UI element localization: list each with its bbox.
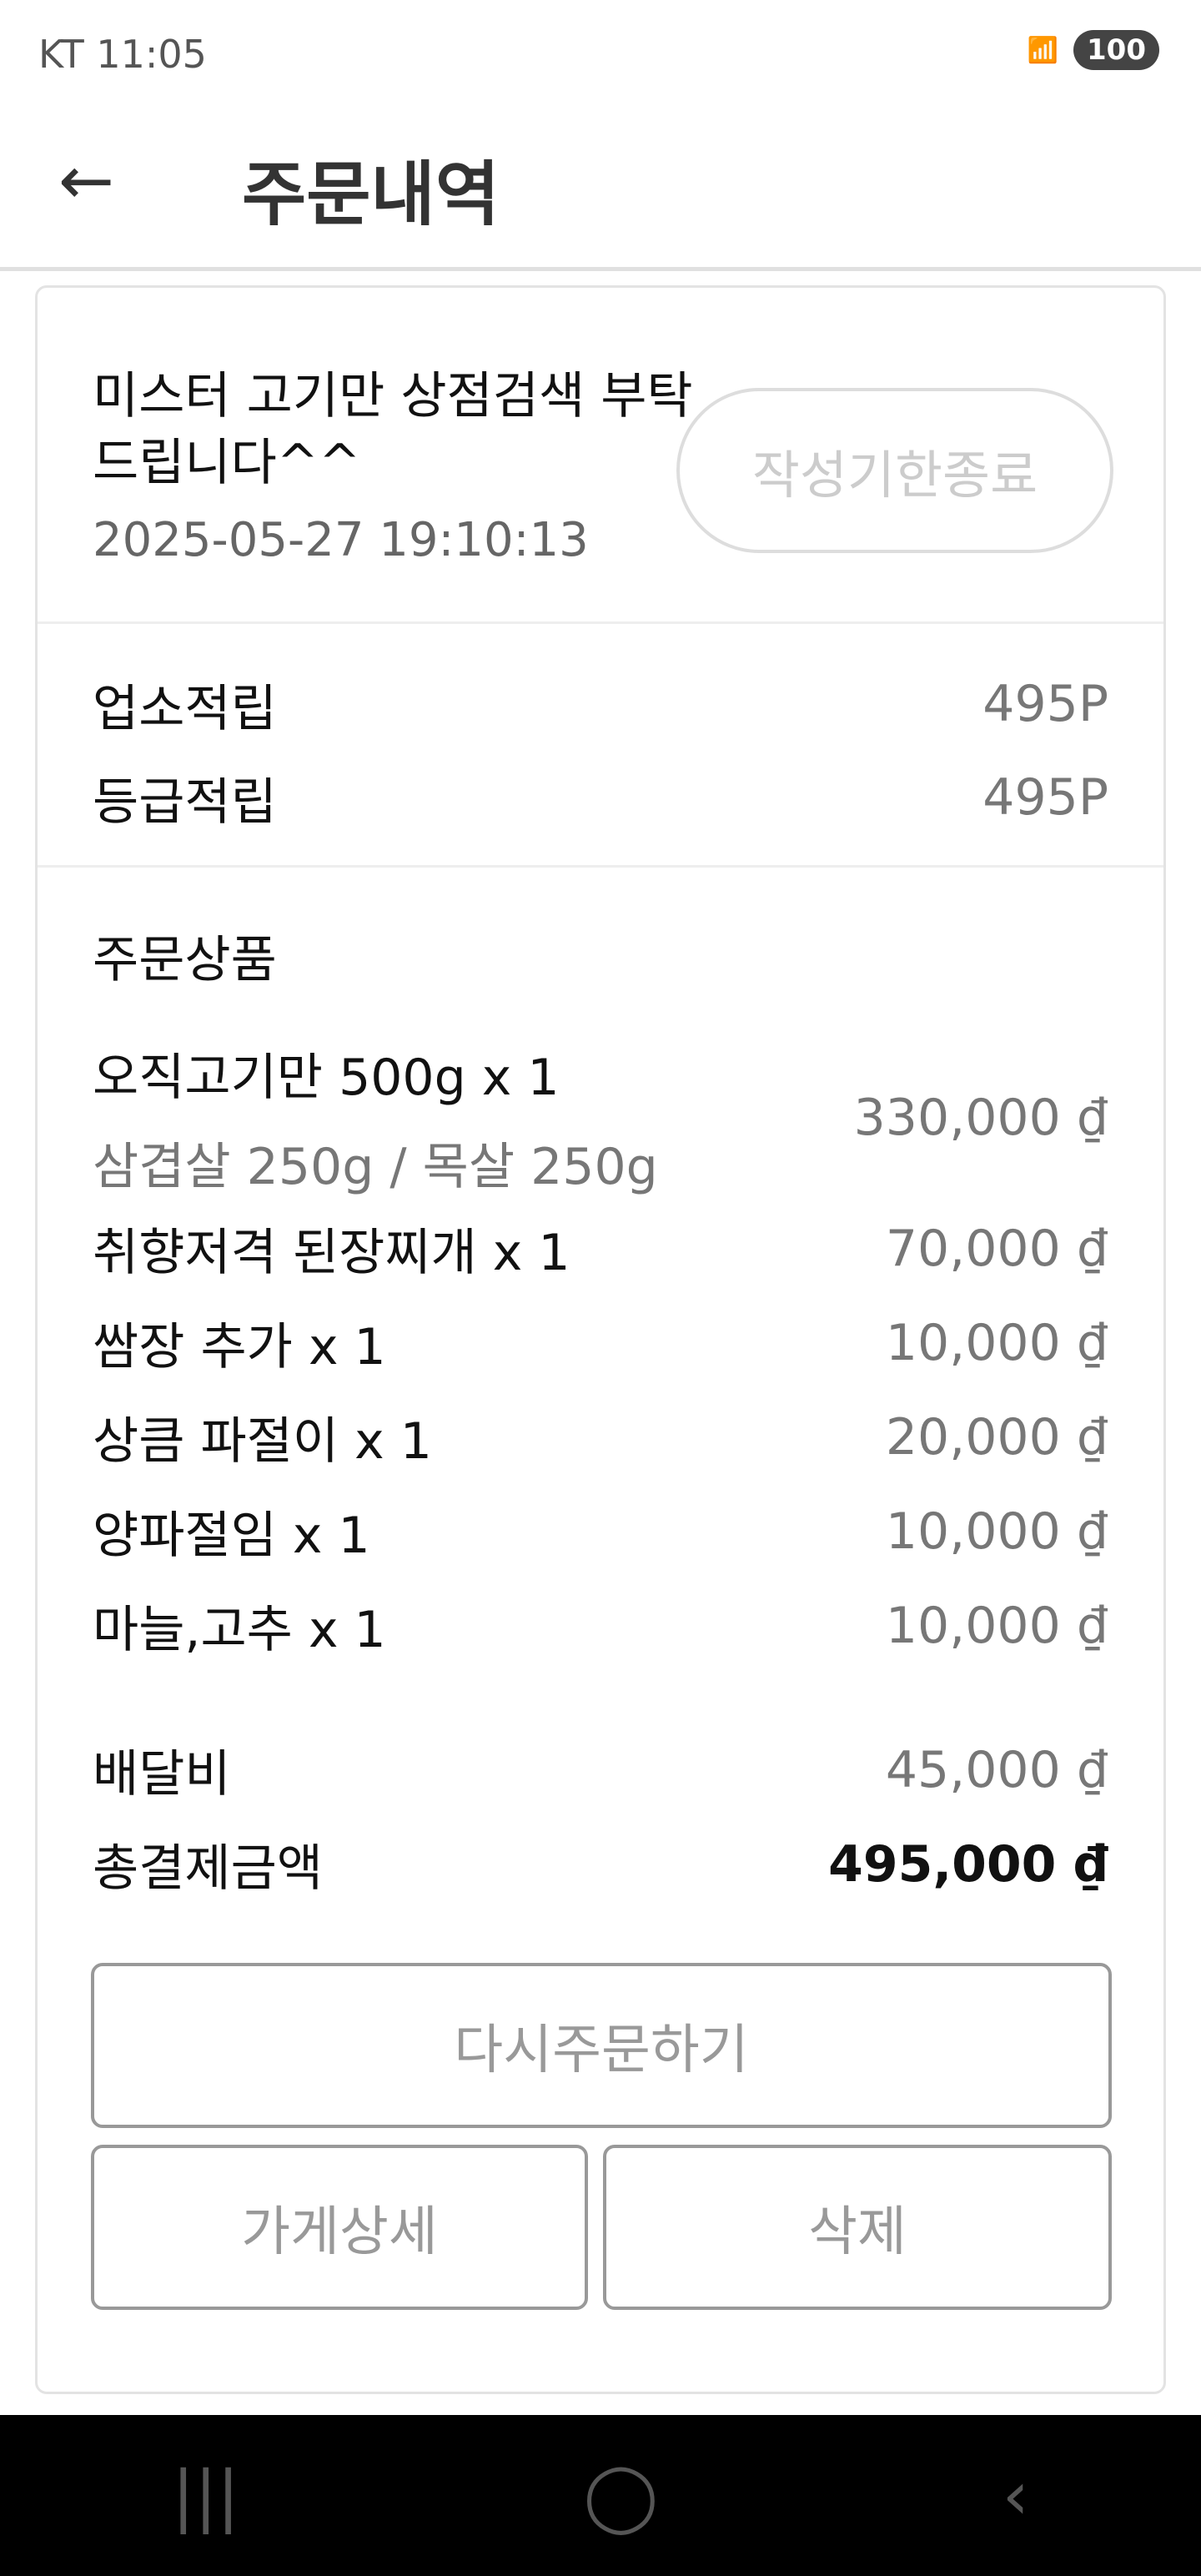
product-price: 70,000 ₫ [885, 1219, 1108, 1278]
product-row: 쌈장 추가 x 1 10,000 ₫ [38, 1296, 1163, 1390]
system-nav-bar: ||| ◯ ‹ [0, 2415, 1201, 2576]
app-bar: ← 주문내역 [0, 108, 1201, 271]
product-row: 마늘,고추 x 1 10,000 ₫ [38, 1578, 1163, 1673]
total-label: 총결제금액 [93, 1839, 323, 1898]
delete-button[interactable]: 삭제 [603, 2145, 1112, 2310]
product-price: 10,000 ₫ [885, 1502, 1108, 1561]
product-price: 330,000 ₫ [853, 1089, 1108, 1147]
product-name: 취향저격 된장찌개 x 1 [93, 1224, 570, 1282]
point-row: 업소적립 495P [38, 657, 1163, 751]
product-option: 삼겹살 250g / 목살 250g [93, 1138, 658, 1196]
point-value: 495P [982, 768, 1108, 827]
wifi-icon: 📶 [1027, 35, 1059, 65]
status-bar: KT 11:05 📶 100 [0, 0, 1201, 108]
carrier-time: KT 11:05 [38, 32, 207, 77]
products-heading: 주문상품 [38, 909, 1163, 1001]
home-icon[interactable]: ◯ [583, 2457, 659, 2534]
order-card: 미스터 고기만 상점검색 부탁드립니다^^ 2025-05-27 19:10:1… [35, 285, 1166, 2394]
reorder-button[interactable]: 다시주문하기 [91, 1963, 1112, 2128]
review-expired-button[interactable]: 작성기한종료 [676, 388, 1113, 553]
point-label: 등급적립 [93, 772, 277, 832]
battery-indicator: 100 [1073, 30, 1159, 70]
back-icon[interactable]: ‹ [1002, 2457, 1029, 2534]
point-row: 등급적립 495P [38, 751, 1163, 844]
total-row: 총결제금액 495,000 ₫ [38, 1817, 1163, 1911]
delivery-label: 배달비 [93, 1745, 231, 1804]
products-section: 주문상품 오직고기만 500g x 1 삼겹살 250g / 목살 250g 33… [38, 868, 1163, 1911]
product-price: 20,000 ₫ [885, 1407, 1108, 1467]
product-name: 마늘,고추 x 1 [93, 1601, 386, 1659]
page-title: 주문내역 [242, 153, 500, 235]
product-price: 10,000 ₫ [885, 1596, 1108, 1655]
product-name: 오직고기만 500g x 1 [93, 1049, 560, 1107]
product-row: 오직고기만 500g x 1 삼겹살 250g / 목살 250g 330,000… [38, 1034, 1163, 1201]
product-row: 양파절임 x 1 10,000 ₫ [38, 1484, 1163, 1578]
heading-text: 주문상품 [93, 930, 277, 989]
product-row: 취향저격 된장찌개 x 1 70,000 ₫ [38, 1201, 1163, 1296]
product-price: 10,000 ₫ [885, 1313, 1108, 1372]
point-label: 업소적립 [93, 679, 277, 738]
order-datetime: 2025-05-27 19:10:13 [93, 513, 589, 567]
delivery-fee-row: 배달비 45,000 ₫ [38, 1723, 1163, 1817]
total-amount: 495,000 ₫ [828, 1834, 1108, 1894]
recent-apps-icon[interactable]: ||| [172, 2457, 240, 2534]
arrow-left-icon[interactable]: ← [58, 142, 115, 219]
product-row: 상큼 파절이 x 1 20,000 ₫ [38, 1390, 1163, 1484]
store-detail-button[interactable]: 가게상세 [91, 2145, 588, 2310]
delivery-fee: 45,000 ₫ [885, 1740, 1108, 1799]
product-name: 상큼 파절이 x 1 [93, 1412, 432, 1471]
product-name: 쌈장 추가 x 1 [93, 1318, 386, 1376]
product-name: 양파절임 x 1 [93, 1507, 370, 1565]
points-section: 업소적립 495P 등급적립 495P [38, 624, 1163, 868]
order-header: 미스터 고기만 상점검색 부탁드립니다^^ 2025-05-27 19:10:1… [38, 288, 1163, 624]
point-value: 495P [982, 675, 1108, 733]
store-request: 미스터 고기만 상점검색 부탁드립니다^^ [93, 367, 693, 492]
